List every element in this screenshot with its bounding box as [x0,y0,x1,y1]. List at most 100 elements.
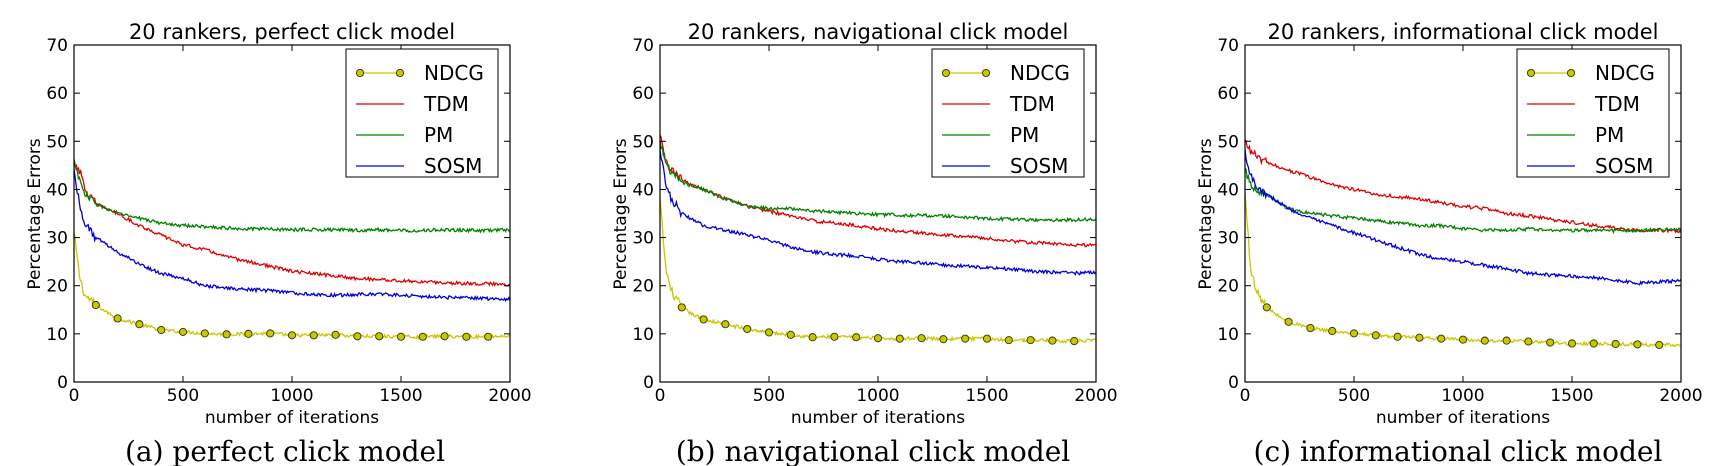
data-point-ndcg [1546,338,1555,347]
legend-item-ndcg: NDCG [941,61,1070,85]
legend-label: SOSM [424,154,482,178]
data-point-ndcg [266,329,275,338]
data-point-ndcg [1284,317,1293,326]
y-tick-label: 20 [46,277,68,297]
series-line-pm [1245,167,1681,235]
legend-item-sosm: SOSM [942,154,1068,178]
data-point-ndcg [222,330,231,339]
legend-marker [1566,68,1576,78]
data-point-ndcg [1415,333,1424,342]
data-point-ndcg [331,330,340,339]
legend-label: NDCG [1595,61,1655,85]
data-point-ndcg [1393,332,1402,341]
y-tick-label: 60 [632,84,654,104]
data-point-ndcg [808,333,817,342]
data-point-ndcg [1502,336,1511,345]
y-tick-label: 30 [46,229,68,249]
legend-label: NDCG [424,61,484,85]
series-line-sosm [1245,149,1681,286]
series-line-sosm [660,149,1096,277]
x-tick-label: 2000 [1074,386,1117,406]
y-tick-label: 70 [1217,36,1239,56]
data-point-ndcg [91,300,100,310]
y-axis-label: Percentage Errors [611,138,631,289]
x-tick-label: 500 [167,386,199,406]
x-tick-label: 1000 [856,386,899,406]
legend-item-ndcg: NDCG [355,61,484,85]
figure-caption: (a) perfect click model [125,435,445,466]
x-tick-label: 1500 [379,386,422,406]
data-point-ndcg [1589,339,1598,348]
data-point-ndcg [743,324,752,334]
y-tick-label: 30 [1217,229,1239,249]
data-point-ndcg [353,332,362,341]
legend-item-tdm: TDM [356,92,469,116]
chart-panel-informational: 20 rankers, informational click model nu… [1196,20,1703,466]
data-point-ndcg [484,332,493,341]
data-point-ndcg [1048,336,1057,345]
data-point-ndcg [939,335,948,344]
y-tick-label: 50 [46,132,68,152]
x-tick-label: 1000 [270,386,313,406]
y-tick-label: 70 [632,36,654,56]
plot-area [660,134,1096,346]
data-point-ndcg [982,334,992,343]
legend-label: TDM [1594,92,1640,116]
data-point-ndcg [309,331,318,340]
data-point-ndcg [462,332,471,341]
y-tick-label: 0 [643,373,654,393]
legend-marker [981,68,991,78]
x-tick-label: 2000 [1659,386,1702,406]
legend-label: SOSM [1010,154,1068,178]
legend-label: PM [424,123,453,147]
y-tick-label: 20 [1217,277,1239,297]
data-point-ndcg [113,314,122,323]
data-point-ndcg [786,330,795,339]
series-line-pm [74,159,510,234]
y-axis-label: Percentage Errors [25,138,45,289]
x-axis-label: number of iterations [205,408,379,428]
y-axis-label: Percentage Errors [1196,138,1216,289]
data-point-ndcg [157,325,166,335]
y-tick-label: 10 [46,325,68,345]
legend-item-sosm: SOSM [1527,154,1653,178]
legend-label: TDM [423,92,469,116]
data-point-ndcg [1328,326,1337,336]
data-point-ndcg [396,332,406,341]
figure-caption: (c) informational click model [1254,435,1663,466]
data-point-ndcg [699,315,708,324]
legend-item-pm: PM [356,123,453,147]
legend-box [345,48,499,178]
y-tick-label: 30 [632,229,654,249]
series-line-sosm [74,168,510,303]
y-tick-label: 10 [1217,325,1239,345]
y-tick-label: 0 [57,373,68,393]
x-tick-label: 1500 [1550,386,1593,406]
data-point-ndcg [1567,339,1577,348]
y-tick-label: 40 [632,180,654,200]
legend-marker [1526,68,1536,78]
data-point-ndcg [1349,329,1359,338]
chart-title: 20 rankers, perfect click model [129,20,455,44]
data-point-ndcg [1480,336,1489,345]
y-tick-label: 50 [1217,132,1239,152]
legend-item-pm: PM [942,123,1039,147]
data-point-ndcg [1458,335,1468,344]
x-tick-label: 1500 [965,386,1008,406]
series-line-ndcg [1245,192,1681,348]
data-point-ndcg [895,334,904,343]
x-axis-label: number of iterations [791,408,965,428]
legend-box [1516,48,1670,178]
chart-title: 20 rankers, informational click model [1267,20,1658,44]
data-point-ndcg [244,329,253,338]
data-point-ndcg [1070,337,1079,346]
x-tick-label: 0 [69,386,80,406]
legend-label: NDCG [1010,61,1070,85]
figure-caption: (b) navigational click model [676,435,1070,466]
data-point-ndcg [1437,334,1446,343]
data-point-ndcg [440,332,449,341]
data-point-ndcg [1524,337,1533,346]
series-line-pm [660,139,1096,223]
chart-title: 20 rankers, navigational click model [688,20,1069,44]
